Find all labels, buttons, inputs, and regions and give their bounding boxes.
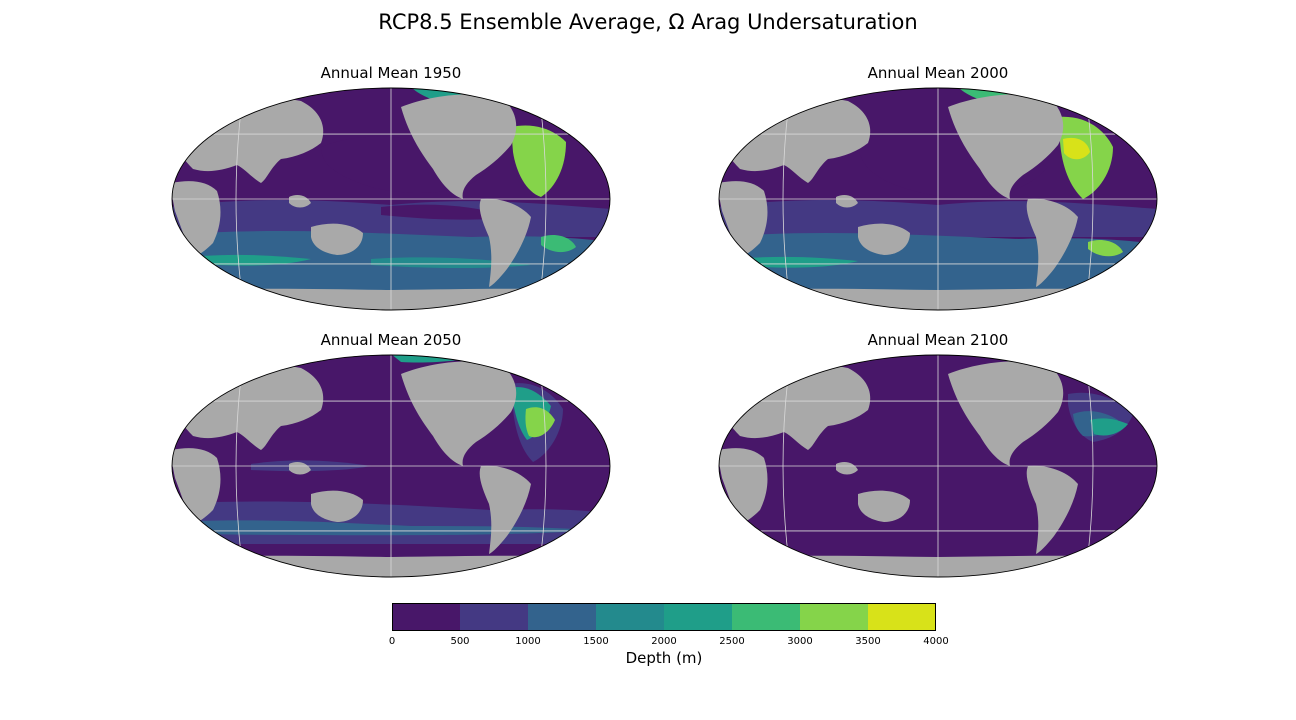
map-outline [171, 87, 611, 311]
land-mass [858, 490, 910, 522]
colorbar-tick-label: 500 [450, 636, 470, 647]
figure-title: RCP8.5 Ensemble Average, Ω Arag Undersat… [378, 10, 918, 34]
land-mass [948, 94, 1064, 199]
colorbar-tick-label: 0 [388, 636, 396, 647]
colorbar-swatch [732, 603, 801, 631]
land-mass [1026, 198, 1078, 287]
colorbar-tick-label: 2000 [651, 636, 677, 647]
land-mass [311, 223, 363, 255]
colorbar-frame [392, 603, 936, 631]
depth-zone [371, 257, 531, 268]
map [171, 354, 611, 578]
depth-zone [525, 407, 555, 438]
colorbar-tick-label: 1000 [515, 636, 541, 647]
map [171, 87, 611, 311]
ocean-layer [719, 355, 1157, 577]
colorbar-tick-label: 4000 [923, 636, 949, 647]
depth-zone [172, 520, 591, 536]
panel-title: Annual Mean 2100 [867, 331, 1009, 349]
map-panel-2050: Annual Mean 2050 [170, 331, 612, 581]
colorbar-tick-label: 2500 [719, 636, 745, 647]
land-mass [836, 462, 858, 475]
depth-zone [1058, 116, 1113, 199]
depth-zone [1063, 137, 1090, 160]
colorbar-swatch [460, 603, 529, 631]
colorbar-tick-label: 3500 [855, 636, 881, 647]
depth-zone [381, 204, 511, 220]
land-mass [479, 198, 531, 287]
land-mass [311, 490, 363, 522]
land-mass [948, 361, 1064, 466]
colorbar-swatch [664, 603, 733, 631]
land-mass [1026, 465, 1078, 554]
map-panel-1950: Annual Mean 1950 [170, 64, 612, 314]
panel-title: Annual Mean 2000 [867, 64, 1009, 82]
map-panel-2100: Annual Mean 2100 [717, 331, 1159, 581]
colorbar-swatches [392, 603, 936, 631]
ocean-layer [719, 88, 1157, 310]
land-mass [401, 94, 517, 199]
depth-zone [191, 254, 311, 266]
colorbar-swatch [800, 603, 869, 631]
colorbar-swatch [868, 603, 936, 631]
colorbar-swatch [528, 603, 597, 631]
colorbar-tick-label: 3000 [787, 636, 813, 647]
map-outline [718, 87, 1158, 311]
colorbar-swatch [596, 603, 665, 631]
depth-zone [541, 235, 576, 253]
land-mass [836, 195, 858, 208]
colorbar-label: Depth (m) [625, 649, 703, 667]
colorbar-tick-label: 1500 [583, 636, 609, 647]
map [718, 354, 1158, 578]
depth-zone [738, 256, 858, 268]
land-mass [172, 181, 221, 257]
map [718, 87, 1158, 311]
panel-title: Annual Mean 1950 [320, 64, 462, 82]
ocean-layer [172, 355, 610, 577]
depth-zone [511, 125, 566, 197]
land-mass [401, 361, 517, 466]
land-mass [719, 448, 768, 524]
depth-zone [1088, 240, 1123, 257]
panel-title: Annual Mean 2050 [320, 331, 462, 349]
land-mass [719, 181, 768, 257]
colorbar-swatch [392, 603, 461, 631]
map-outline [718, 354, 1158, 578]
ocean-layer [172, 88, 610, 310]
land-mass [289, 462, 311, 475]
land-mass [858, 223, 910, 255]
map-outline [171, 354, 611, 578]
map-panel-2000: Annual Mean 2000 [717, 64, 1159, 314]
colorbar [392, 603, 936, 631]
depth-zone [1090, 418, 1128, 436]
land-mass [172, 448, 221, 524]
land-mass [289, 195, 311, 208]
land-mass [479, 465, 531, 554]
